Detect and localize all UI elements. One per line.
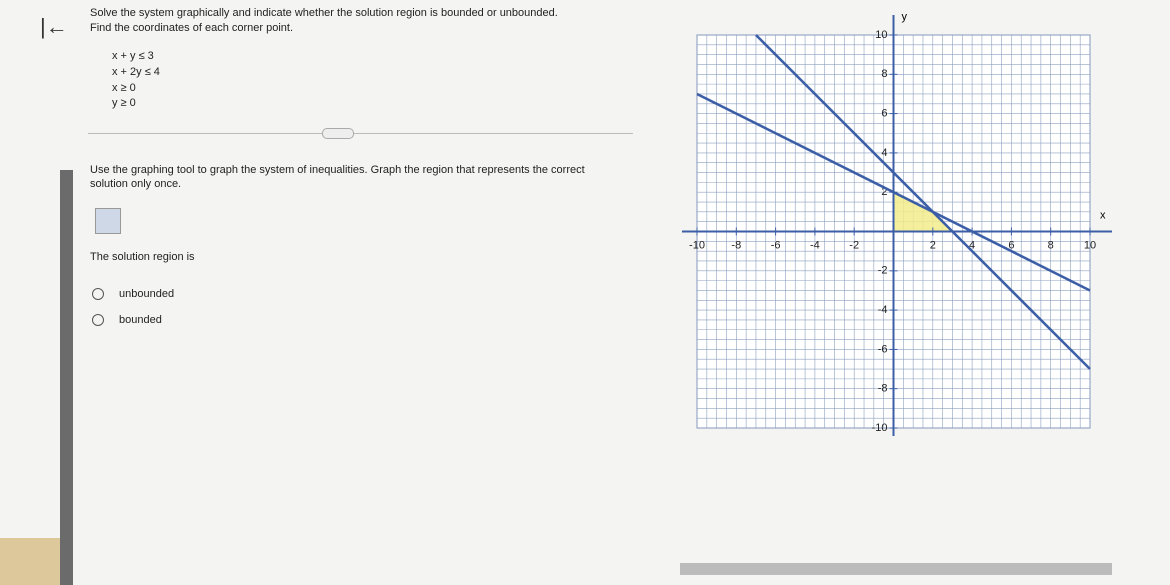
- y-tick-label: -10: [872, 422, 888, 434]
- y-tick-label: 4: [881, 147, 887, 159]
- instruction: Solve the system graphically and indicat…: [90, 7, 558, 19]
- prompt: Use the graphing tool to graph the syste…: [90, 164, 585, 190]
- x-tick-label: -2: [849, 239, 859, 251]
- x-tick-label: 4: [969, 239, 975, 251]
- boundary-line: [755, 34, 1091, 370]
- y-tick-label: -4: [878, 304, 888, 316]
- x-tick-label: 10: [1084, 239, 1096, 251]
- inequality: x + y ≤ 3: [112, 50, 154, 62]
- y-tick-label: 2: [881, 186, 887, 198]
- y-tick-label: -8: [878, 383, 888, 395]
- y-tick-label: 6: [881, 108, 887, 120]
- x-axis-label: x: [1100, 209, 1106, 221]
- expand-button[interactable]: [322, 128, 354, 139]
- radio[interactable]: [92, 288, 104, 300]
- question: The solution region is: [90, 251, 195, 263]
- divider: [88, 133, 633, 134]
- x-tick-label: 6: [1008, 239, 1014, 251]
- scrollbar[interactable]: [680, 563, 1112, 575]
- x-tick-label: -10: [689, 239, 705, 251]
- left-strip: [60, 170, 73, 585]
- inequality: x ≥ 0: [112, 82, 136, 94]
- inequality: x + 2y ≤ 4: [112, 66, 160, 78]
- x-tick-label: 2: [930, 239, 936, 251]
- boundary-line: [696, 92, 1091, 292]
- y-tick-label: -2: [878, 265, 888, 277]
- radio[interactable]: [92, 314, 104, 326]
- option[interactable]: unbounded: [119, 288, 175, 300]
- inequality: y ≥ 0: [112, 97, 136, 109]
- sub-instruction: Find the coordinates of each corner poin…: [90, 22, 294, 34]
- x-tick-label: -4: [810, 239, 820, 251]
- y-tick-label: 8: [881, 68, 887, 80]
- y-axis-label: y: [902, 11, 908, 23]
- x-tick-label: 8: [1048, 239, 1054, 251]
- option[interactable]: bounded: [119, 314, 162, 326]
- solution-region: [893, 192, 953, 232]
- x-tick-label: -8: [731, 239, 741, 251]
- back-button[interactable]: |←: [40, 14, 68, 39]
- y-tick-label: 10: [875, 29, 887, 41]
- y-tick-label: -6: [878, 343, 888, 355]
- graph-tool-button[interactable]: [95, 208, 121, 234]
- x-tick-label: -6: [771, 239, 781, 251]
- left-footer: [0, 538, 60, 585]
